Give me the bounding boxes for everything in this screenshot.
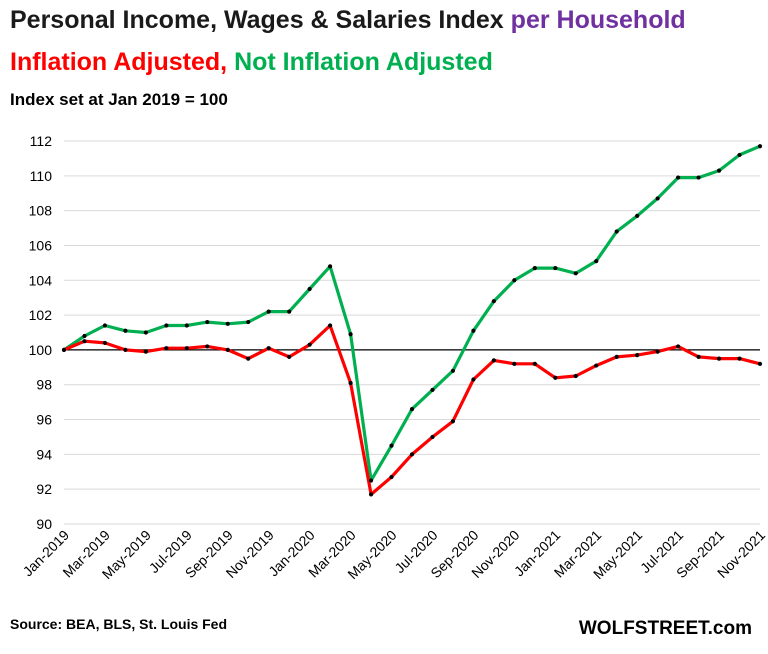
data-point-not-inflation-adjusted	[491, 299, 496, 304]
source-note: Source: BEA, BLS, St. Louis Fed	[10, 616, 228, 632]
data-point-inflation-adjusted	[676, 344, 681, 349]
data-point-inflation-adjusted	[757, 361, 763, 366]
data-point-inflation-adjusted	[450, 419, 456, 424]
data-point-inflation-adjusted	[82, 339, 87, 344]
data-point-not-inflation-adjusted	[594, 259, 599, 264]
data-point-not-inflation-adjusted	[348, 332, 353, 337]
data-point-not-inflation-adjusted	[696, 175, 701, 180]
chart-title-highlight: per Household	[510, 6, 686, 34]
data-point-inflation-adjusted	[532, 361, 537, 366]
data-point-inflation-adjusted	[266, 346, 271, 351]
data-point-inflation-adjusted	[594, 363, 599, 368]
data-point-not-inflation-adjusted	[737, 152, 742, 158]
series-line-not-inflation-adjusted	[62, 144, 762, 483]
y-tick-label: 110	[30, 168, 53, 184]
data-point-inflation-adjusted	[491, 358, 496, 363]
data-point-inflation-adjusted	[409, 452, 415, 457]
data-point-not-inflation-adjusted	[553, 265, 558, 271]
y-tick-label: 98	[36, 377, 52, 393]
data-point-inflation-adjusted	[655, 349, 660, 354]
data-point-inflation-adjusted	[102, 340, 108, 346]
data-point-inflation-adjusted	[737, 356, 742, 361]
data-point-inflation-adjusted	[61, 347, 67, 353]
data-point-inflation-adjusted	[389, 474, 394, 480]
data-point-inflation-adjusted	[430, 434, 435, 440]
y-tick-label: 106	[29, 237, 53, 253]
data-point-inflation-adjusted	[716, 356, 722, 361]
y-tick-label: 104	[29, 272, 53, 288]
data-point-not-inflation-adjusted	[164, 323, 169, 328]
data-point-not-inflation-adjusted	[450, 368, 456, 373]
data-point-inflation-adjusted	[696, 354, 701, 359]
data-point-inflation-adjusted	[512, 361, 517, 366]
y-tick-label: 102	[29, 307, 53, 323]
chart-title-line2: Inflation Adjusted, Not Inflation Adjust…	[10, 48, 493, 77]
data-point-inflation-adjusted	[123, 347, 128, 353]
data-point-not-inflation-adjusted	[573, 271, 578, 276]
data-point-inflation-adjusted	[635, 353, 640, 358]
brand-logo-text: WOLFSTREET.com	[578, 618, 752, 639]
data-point-inflation-adjusted	[246, 356, 251, 361]
data-point-not-inflation-adjusted	[430, 387, 435, 393]
data-point-inflation-adjusted	[307, 342, 312, 347]
data-point-inflation-adjusted	[348, 380, 353, 386]
data-point-inflation-adjusted	[164, 346, 169, 351]
data-point-not-inflation-adjusted	[102, 323, 108, 328]
data-point-inflation-adjusted	[573, 373, 578, 379]
data-point-inflation-adjusted	[471, 377, 476, 382]
chart-title-main: Personal Income, Wages & Salaries Index	[10, 6, 511, 34]
data-point-not-inflation-adjusted	[716, 168, 722, 173]
y-tick-label: 112	[30, 133, 53, 149]
data-point-inflation-adjusted	[225, 347, 230, 353]
chart-title: Personal Income, Wages & Salaries Index …	[10, 6, 686, 35]
y-tick-label: 92	[36, 481, 52, 497]
data-point-not-inflation-adjusted	[655, 196, 660, 201]
data-point-inflation-adjusted	[368, 492, 374, 497]
data-point-inflation-adjusted	[143, 349, 148, 354]
data-point-inflation-adjusted	[205, 344, 210, 349]
data-point-not-inflation-adjusted	[532, 265, 537, 271]
chart-subtitle: Index set at Jan 2019 = 100	[10, 90, 228, 109]
data-point-not-inflation-adjusted	[635, 213, 640, 218]
y-tick-label: 100	[29, 342, 53, 358]
data-point-inflation-adjusted	[328, 323, 333, 328]
legend-not-inflation-adjusted: Not Inflation Adjusted	[227, 48, 493, 76]
data-point-not-inflation-adjusted	[225, 321, 230, 326]
data-point-not-inflation-adjusted	[368, 478, 374, 483]
data-point-not-inflation-adjusted	[328, 264, 333, 269]
data-point-not-inflation-adjusted	[471, 328, 476, 333]
data-point-not-inflation-adjusted	[512, 278, 517, 283]
data-point-not-inflation-adjusted	[614, 229, 619, 234]
data-point-not-inflation-adjusted	[409, 407, 415, 412]
data-point-not-inflation-adjusted	[246, 319, 251, 325]
y-tick-label: 96	[36, 412, 52, 428]
data-point-inflation-adjusted	[553, 375, 558, 380]
data-point-not-inflation-adjusted	[676, 175, 681, 180]
data-point-not-inflation-adjusted	[287, 309, 292, 314]
data-point-not-inflation-adjusted	[266, 309, 271, 314]
data-point-not-inflation-adjusted	[123, 328, 128, 333]
data-point-not-inflation-adjusted	[82, 333, 87, 339]
data-point-inflation-adjusted	[184, 346, 189, 351]
data-point-inflation-adjusted	[287, 354, 292, 359]
data-point-not-inflation-adjusted	[205, 319, 210, 325]
data-point-not-inflation-adjusted	[184, 323, 189, 328]
legend-inflation-adjusted: Inflation Adjusted,	[10, 48, 228, 76]
y-tick-label: 94	[36, 446, 52, 462]
data-point-not-inflation-adjusted	[389, 443, 394, 448]
data-point-inflation-adjusted	[614, 354, 619, 359]
y-tick-label: 90	[36, 516, 52, 532]
data-point-not-inflation-adjusted	[143, 330, 148, 335]
data-point-not-inflation-adjusted	[757, 144, 763, 149]
data-point-not-inflation-adjusted	[307, 286, 312, 292]
y-tick-label: 108	[29, 203, 53, 219]
